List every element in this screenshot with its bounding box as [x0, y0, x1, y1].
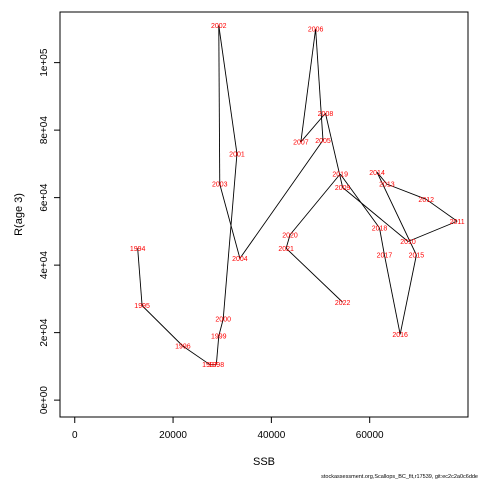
series-segment [289, 173, 341, 236]
series-segment [315, 28, 324, 141]
series-segment [339, 173, 380, 229]
point-label: 2019 [332, 172, 348, 179]
y-tick-label: 0e+00 [39, 386, 50, 415]
point-label: 1998 [209, 362, 225, 369]
point-label: 2017 [377, 253, 393, 260]
point-label: 2016 [392, 332, 408, 339]
series-segment [383, 254, 401, 335]
point-label: 2014 [369, 170, 385, 177]
series-segment [342, 187, 409, 242]
x-tick-label: 40000 [257, 430, 285, 441]
series-segment [285, 247, 343, 303]
plot-box [59, 11, 469, 418]
point-label: 2008 [318, 111, 334, 118]
point-label: 1997 [202, 362, 218, 369]
series-segment [399, 254, 417, 335]
series-segment [137, 248, 143, 306]
series-segment [285, 234, 291, 249]
point-label: 2004 [232, 256, 248, 263]
x-tick-label: 0 [72, 430, 78, 441]
y-tick-label: 2e+04 [39, 318, 50, 347]
y-tick-label: 8e+04 [39, 116, 50, 145]
point-label: 2011 [450, 219, 465, 226]
series-segment [219, 184, 241, 259]
point-label: 2006 [308, 26, 324, 33]
series-path [137, 25, 458, 366]
point-label: 2010 [400, 239, 416, 246]
footer-text: stockassessment.org,Scallops_BC_fit,r175… [321, 474, 478, 480]
series-segment [239, 139, 324, 259]
series-segment [386, 183, 427, 200]
series-segment [222, 153, 238, 320]
point-label: 2021 [278, 246, 294, 253]
x-axis: 0 20000 40000 60000 [72, 416, 384, 441]
point-label: 2022 [335, 300, 351, 307]
point-label: 2002 [211, 23, 227, 30]
y-tick-label: 6e+04 [39, 183, 50, 212]
point-label: 1995 [134, 303, 150, 310]
series-segment [218, 25, 238, 154]
series-segment [218, 319, 224, 337]
point-label: 1996 [175, 344, 191, 351]
point-label: 2000 [215, 317, 231, 324]
y-axis: 0e+00 2e+04 4e+04 6e+04 8e+04 1e+05 [39, 48, 61, 415]
point-label: 1999 [211, 334, 227, 341]
point-label: 2018 [372, 226, 388, 233]
point-label: 2005 [315, 138, 331, 145]
x-axis-title: SSB [253, 456, 275, 468]
series-segment [425, 198, 458, 222]
point-label: 2015 [409, 253, 425, 260]
series-segment [182, 345, 211, 366]
y-axis-title: R(age 3) [13, 193, 25, 236]
series-segment [376, 172, 388, 185]
point-label: 2001 [229, 151, 245, 158]
point-label: 1994 [130, 246, 146, 253]
point-label: 2007 [293, 139, 309, 146]
series-segment [300, 112, 326, 143]
y-tick-label: 4e+04 [39, 251, 50, 280]
series-segment [300, 28, 317, 142]
x-tick-label: 60000 [356, 430, 384, 441]
y-tick-label: 1e+05 [39, 48, 50, 77]
point-label: 2003 [212, 182, 228, 189]
x-tick-label: 20000 [159, 430, 187, 441]
series-segment [218, 25, 221, 185]
series-segment [379, 227, 385, 256]
series-segment [141, 305, 184, 347]
series-segment [407, 220, 458, 242]
series-segment [215, 335, 220, 365]
point-label: 2013 [379, 182, 395, 189]
point-label: 2009 [335, 185, 351, 192]
point-label: 2012 [418, 197, 434, 204]
point-label: 2020 [282, 232, 298, 239]
series-segment [376, 172, 417, 256]
